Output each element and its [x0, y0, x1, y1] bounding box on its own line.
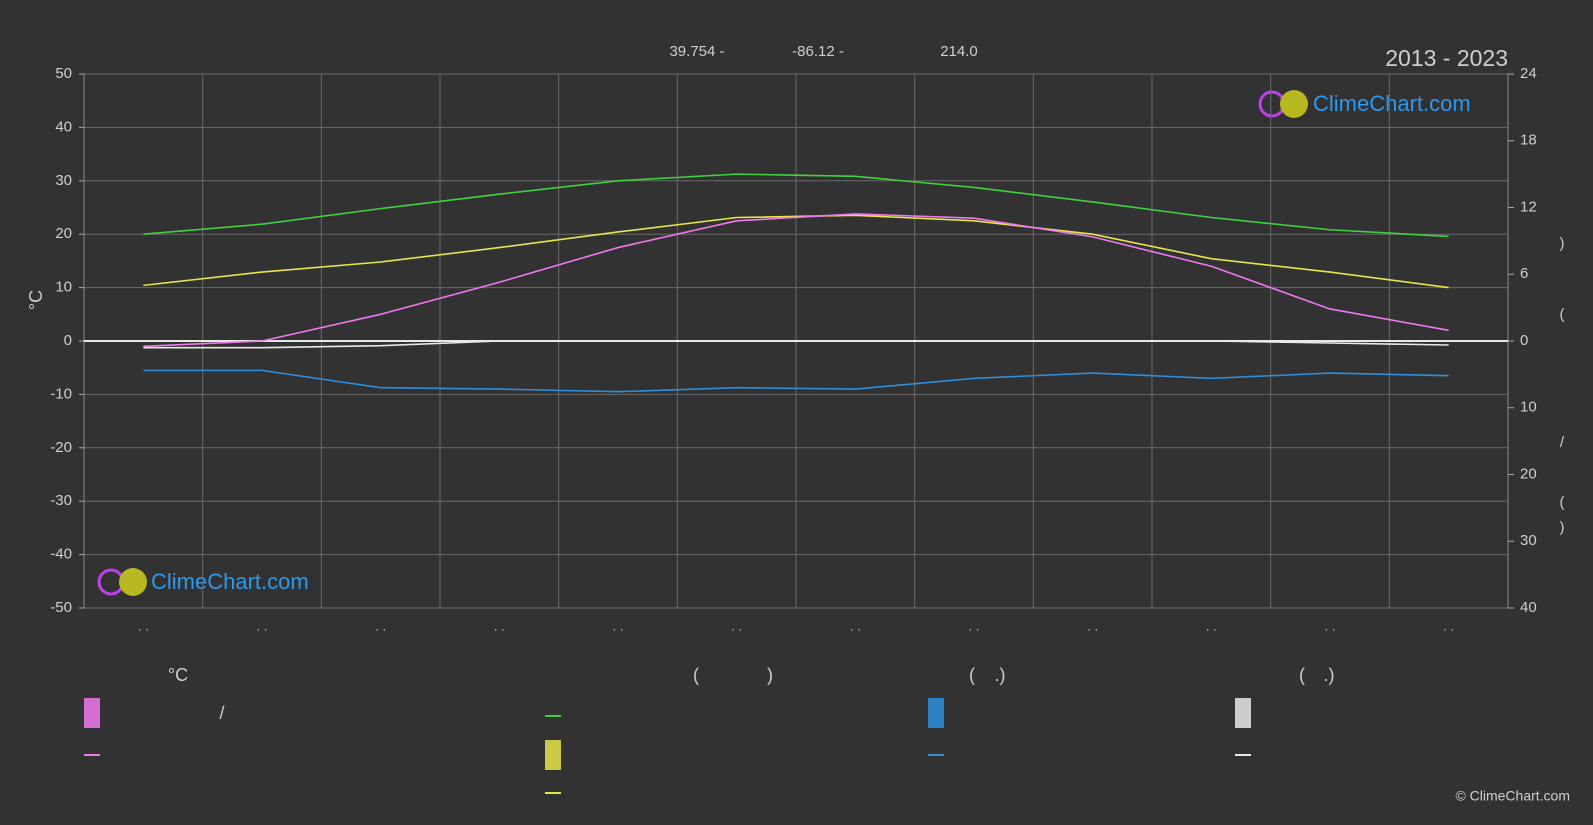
legend-swatch — [1235, 698, 1251, 728]
legend-text: ( — [1299, 665, 1305, 685]
y3-tick-label: 30 — [1520, 532, 1537, 549]
y3-tick-label: 20 — [1520, 465, 1537, 482]
series-line — [143, 213, 1449, 348]
y-tick-label: -50 — [50, 599, 72, 616]
y-tick-label: 0 — [64, 332, 72, 349]
legend-text: ) — [767, 665, 773, 685]
legend-text: .) — [995, 665, 1006, 685]
x-tick-label: · · — [1087, 622, 1098, 636]
y-axis-label: °C — [26, 290, 46, 310]
x-tick-label: · · — [1206, 622, 1217, 636]
y-tick-label: 50 — [55, 65, 72, 82]
y2-axis-label: ( — [1560, 306, 1565, 323]
legend-text: .) — [1324, 665, 1335, 685]
y2-axis-label: ) — [1560, 519, 1565, 536]
y2-tick-label: 6 — [1520, 265, 1528, 282]
x-tick-label: · · — [256, 622, 267, 636]
header-text: 214.0 — [940, 43, 978, 60]
x-tick-label: · · — [1324, 622, 1335, 636]
y2-axis-label: ( — [1560, 494, 1565, 511]
legend-text: ( — [969, 665, 975, 685]
legend-swatch — [928, 698, 944, 728]
y-tick-label: -20 — [50, 439, 72, 456]
x-tick-label: · · — [968, 622, 979, 636]
legend-swatch — [84, 698, 100, 728]
y3-tick-label: 10 — [1520, 399, 1537, 416]
legend-text: °C — [168, 665, 188, 685]
y-tick-label: -40 — [50, 546, 72, 563]
header-text: -86.12 - — [792, 43, 844, 60]
series-line — [143, 369, 1449, 393]
y-tick-label: -10 — [50, 385, 72, 402]
y2-tick-label: 12 — [1520, 198, 1537, 215]
x-tick-label: · · — [731, 622, 742, 636]
x-tick-label: · · — [612, 622, 623, 636]
x-tick-label: · · — [375, 622, 386, 636]
chart-title: 2013 - 2023 — [1385, 45, 1508, 71]
y2-tick-label: 18 — [1520, 132, 1537, 149]
y2-tick-label: 24 — [1520, 65, 1537, 82]
logo-text: ClimeChart.com — [1313, 91, 1471, 116]
y-tick-label: 40 — [55, 118, 72, 135]
legend-text: ( — [693, 665, 699, 685]
x-tick-label: · · — [494, 622, 505, 636]
y3-tick-label: 40 — [1520, 599, 1537, 616]
series-line — [143, 173, 1449, 238]
header-text: 39.754 - — [669, 43, 724, 60]
legend-swatch — [545, 740, 561, 770]
logo-icon — [119, 568, 147, 596]
logo-icon — [1280, 90, 1308, 118]
logo: ClimeChart.com — [97, 568, 309, 596]
y-tick-label: 20 — [55, 225, 72, 242]
x-tick-label: · · — [1443, 622, 1454, 636]
x-tick-label: · · — [850, 622, 861, 636]
y2-axis-label: / — [1560, 434, 1565, 451]
y2-axis-label: ) — [1560, 235, 1565, 252]
legend-text: / — [219, 703, 224, 723]
y-tick-label: 10 — [55, 279, 72, 296]
series-line — [143, 340, 1449, 349]
copyright: © ClimeChart.com — [1455, 788, 1570, 804]
logo: ClimeChart.com — [1258, 90, 1471, 118]
x-tick-label: · · — [138, 622, 149, 636]
y-tick-label: 30 — [55, 172, 72, 189]
logo-text: ClimeChart.com — [151, 569, 309, 594]
series-line — [143, 214, 1449, 289]
y-tick-label: -30 — [50, 492, 72, 509]
y2-tick-label: 0 — [1520, 332, 1528, 349]
